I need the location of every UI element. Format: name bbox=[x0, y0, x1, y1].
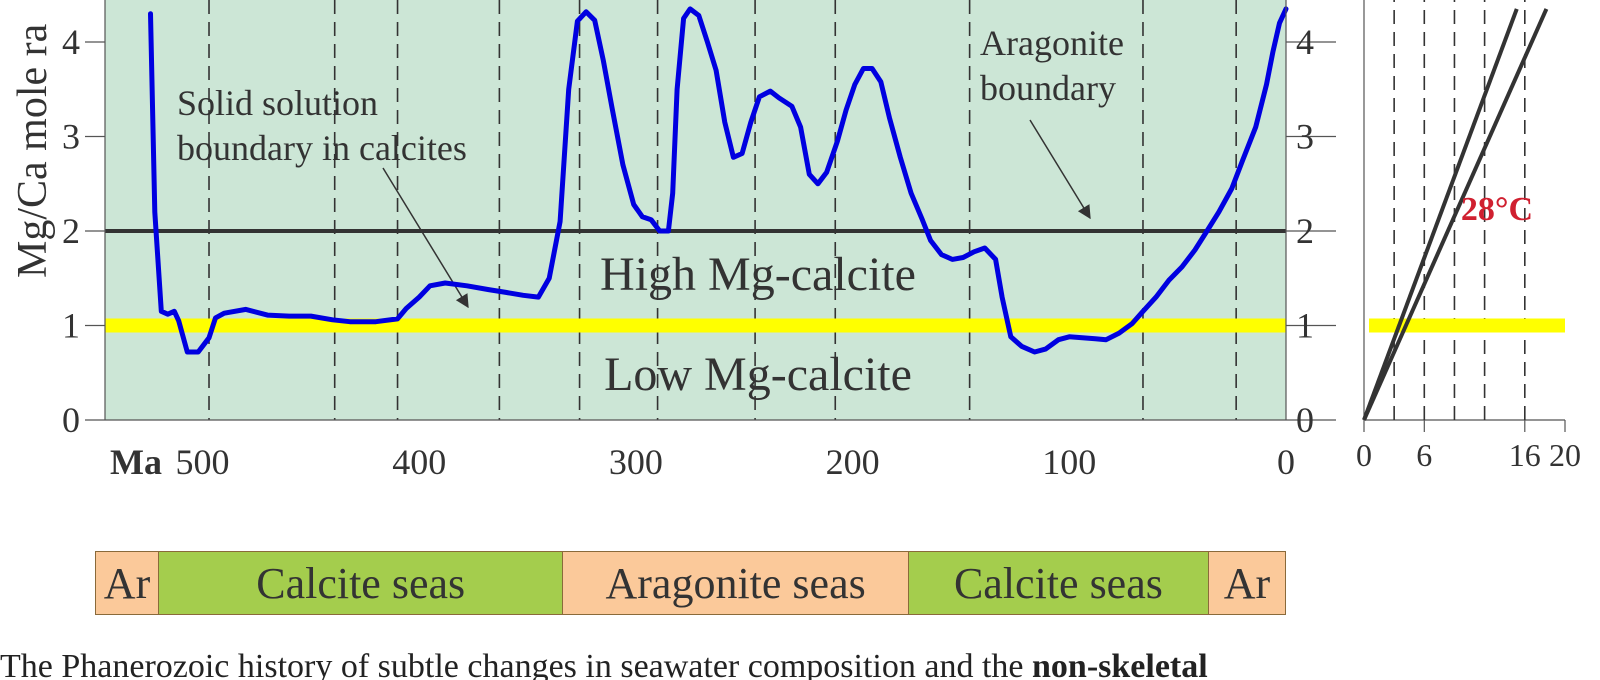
y-tick-label-right: 3 bbox=[1296, 117, 1314, 157]
caption-bold-text: non-skeletal bbox=[1032, 648, 1208, 680]
x-tick-label: 0 bbox=[1277, 442, 1295, 482]
chart: High Mg-calcite Low Mg-calcite Solid solut… bbox=[10, 0, 1581, 482]
aragonite-label-line2: boundary bbox=[980, 68, 1116, 108]
y-tick-label-right: 2 bbox=[1296, 211, 1314, 251]
solid-solution-label-line1: Solid solution bbox=[177, 83, 378, 123]
sea-state-label: Calcite seas bbox=[256, 558, 466, 608]
sea-state-segment: Calcite seas bbox=[159, 552, 564, 614]
right-chart-x-tick-label: 20 bbox=[1549, 437, 1581, 473]
solid-solution-boundary-band bbox=[105, 318, 1286, 333]
sea-state-label: Calcite seas bbox=[953, 558, 1163, 608]
right-chart-boundary-band bbox=[1369, 318, 1565, 333]
right-chart-x-tick-label: 6 bbox=[1416, 437, 1432, 473]
y-tick-label-right: 0 bbox=[1296, 400, 1314, 440]
right-chart-x-tick-label: 16 bbox=[1509, 437, 1541, 473]
caption-text: The Phanerozoic history of subtle change… bbox=[0, 648, 1032, 680]
sea-state-segment: Ar bbox=[96, 552, 160, 614]
sea-state-label: Ar bbox=[1223, 558, 1271, 608]
y-axis-title: Mg/Ca mole ra bbox=[10, 23, 56, 278]
y-tick-label-right: 4 bbox=[1296, 22, 1314, 62]
high-mg-calcite-label: High Mg-calcite bbox=[600, 248, 916, 301]
y-tick-label-left: 1 bbox=[62, 306, 80, 346]
right-chart-x-tick-label: 0 bbox=[1356, 437, 1372, 473]
x-tick-label: 200 bbox=[826, 442, 880, 482]
temperature-label: 28°C bbox=[1461, 191, 1533, 228]
figure-caption: The Phanerozoic history of subtle change… bbox=[0, 648, 1600, 680]
sea-state-segment: Ar bbox=[1208, 552, 1285, 614]
y-tick-label-left: 3 bbox=[62, 117, 80, 157]
aragonite-arrow bbox=[1029, 119, 1091, 220]
y-tick-label-left: 4 bbox=[62, 22, 80, 62]
low-mg-calcite-label: Low Mg-calcite bbox=[604, 348, 912, 401]
sea-state-segment: Calcite seas bbox=[908, 552, 1209, 614]
y-tick-label-left: 0 bbox=[62, 400, 80, 440]
x-tick-label: 300 bbox=[609, 442, 663, 482]
mg-ca-ratio-curve bbox=[148, 6, 1289, 355]
y-tick-label-right: 1 bbox=[1296, 306, 1314, 346]
temperature-line bbox=[1362, 8, 1519, 421]
x-tick-label: 100 bbox=[1042, 442, 1096, 482]
y-tick-label-left: 2 bbox=[62, 211, 80, 251]
sea-state-label: Aragonite seas bbox=[605, 558, 866, 608]
temperature-line bbox=[1362, 8, 1549, 421]
sea-state-label: Ar bbox=[103, 558, 151, 608]
solid-solution-label-line2: boundary in calcites bbox=[177, 128, 467, 168]
sea-state-segment: Aragonite seas bbox=[563, 552, 909, 614]
x-tick-label: 500 bbox=[176, 442, 230, 482]
x-tick-label: 400 bbox=[392, 442, 446, 482]
aragonite-label-line1: Aragonite bbox=[980, 23, 1124, 63]
sea-state-bar: Ar Calcite seas Aragonite seas Calcite seas… bbox=[95, 551, 1286, 615]
x-unit-label: Ma bbox=[110, 442, 162, 482]
